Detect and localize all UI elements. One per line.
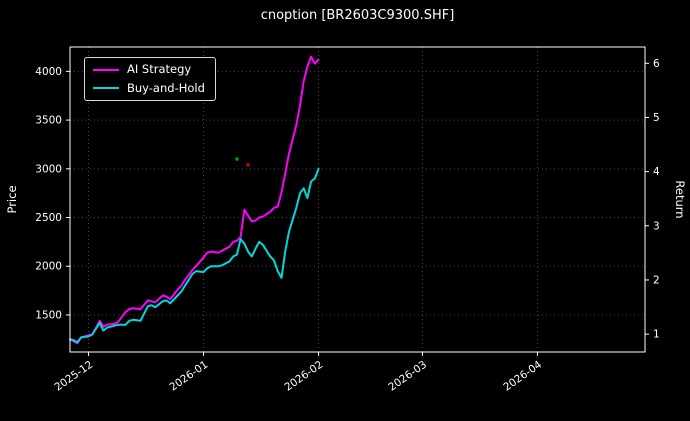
legend-label-ai-strategy: AI Strategy [127,62,192,76]
svg-text:4000: 4000 [35,66,62,78]
legend-swatch-ai-strategy [93,68,119,71]
svg-text:5: 5 [653,112,660,124]
legend-item-ai-strategy: AI Strategy [93,62,205,76]
svg-text:1500: 1500 [35,309,62,321]
svg-text:3500: 3500 [35,115,62,127]
svg-text:2: 2 [653,274,660,286]
legend-swatch-buy-and-hold [93,87,119,90]
svg-text:2026-02: 2026-02 [282,359,325,394]
chart-title: cnoption [BR2603C9300.SHF] [260,8,455,23]
svg-text:4: 4 [653,166,660,178]
svg-text:Return: Return [673,180,687,218]
svg-text:3000: 3000 [35,163,62,175]
svg-text:2025-12: 2025-12 [52,359,95,394]
svg-text:2026-01: 2026-01 [167,359,210,394]
svg-text:2000: 2000 [35,261,62,273]
legend-label-buy-and-hold: Buy-and-Hold [127,80,205,95]
svg-text:2026-03: 2026-03 [386,359,429,394]
svg-text:2026-04: 2026-04 [501,358,544,393]
svg-text:1: 1 [653,329,660,341]
svg-text:6: 6 [653,58,660,70]
svg-text:Price: Price [5,185,19,213]
legend: AI Strategy Buy-and-Hold [84,57,216,101]
svg-text:3: 3 [653,220,660,232]
legend-item-buy-and-hold: Buy-and-Hold [93,80,205,95]
svg-text:2500: 2500 [35,212,62,224]
